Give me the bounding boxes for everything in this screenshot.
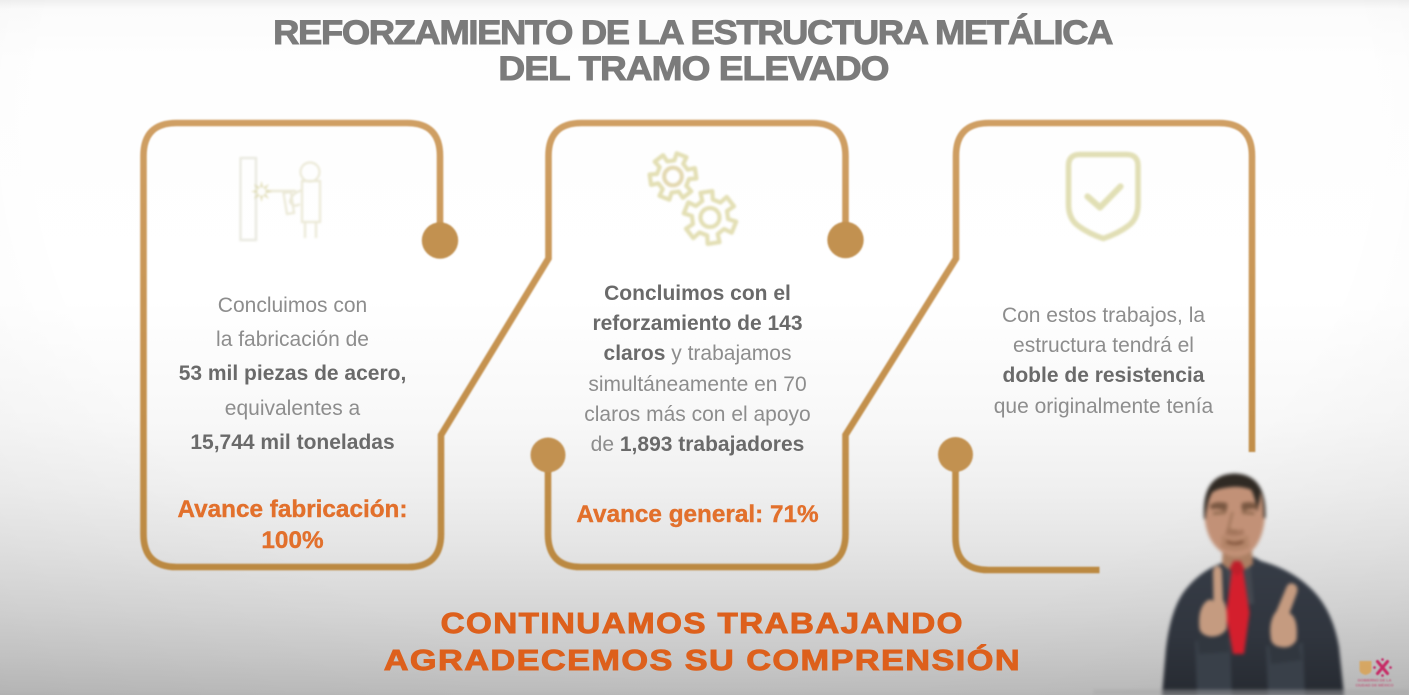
svg-text:CIUDAD DE MÉXICO: CIUDAD DE MÉXICO — [1355, 682, 1393, 687]
svg-text:GOBIERNO DE LA: GOBIERNO DE LA — [1358, 678, 1392, 683]
